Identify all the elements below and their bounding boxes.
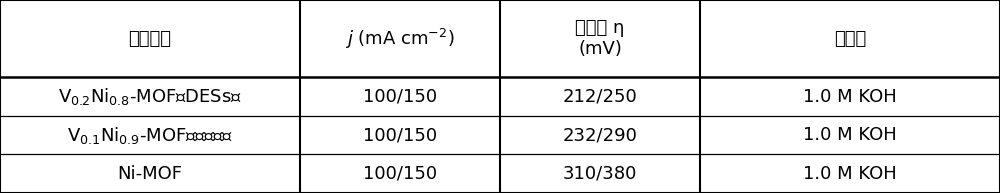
Text: 100/150: 100/150 [363, 165, 437, 183]
Text: $\mathrm{V_{0.2}Ni_{0.8}}$-MOF（DESs）: $\mathrm{V_{0.2}Ni_{0.8}}$-MOF（DESs） [58, 86, 242, 107]
Text: 100/150: 100/150 [363, 87, 437, 106]
Text: 1.0 M KOH: 1.0 M KOH [803, 165, 897, 183]
Text: 过电位 η
(mV): 过电位 η (mV) [575, 19, 625, 58]
Text: 1.0 M KOH: 1.0 M KOH [803, 126, 897, 144]
Text: 1.0 M KOH: 1.0 M KOH [803, 87, 897, 106]
Text: $j$ (mA cm$^{-2}$): $j$ (mA cm$^{-2}$) [345, 27, 455, 51]
Text: 232/290: 232/290 [563, 126, 637, 144]
Text: $\mathrm{V_{0.1}Ni_{0.9}}$-MOF（水热法）: $\mathrm{V_{0.1}Ni_{0.9}}$-MOF（水热法） [67, 125, 233, 146]
Text: 催化材料: 催化材料 [128, 30, 172, 48]
Text: 212/250: 212/250 [563, 87, 637, 106]
Text: 100/150: 100/150 [363, 126, 437, 144]
Text: 电解液: 电解液 [834, 30, 866, 48]
Text: 310/380: 310/380 [563, 165, 637, 183]
Text: Ni-MOF: Ni-MOF [118, 165, 182, 183]
